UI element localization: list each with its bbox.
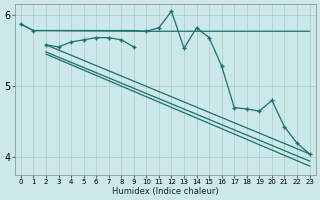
X-axis label: Humidex (Indice chaleur): Humidex (Indice chaleur): [112, 187, 219, 196]
